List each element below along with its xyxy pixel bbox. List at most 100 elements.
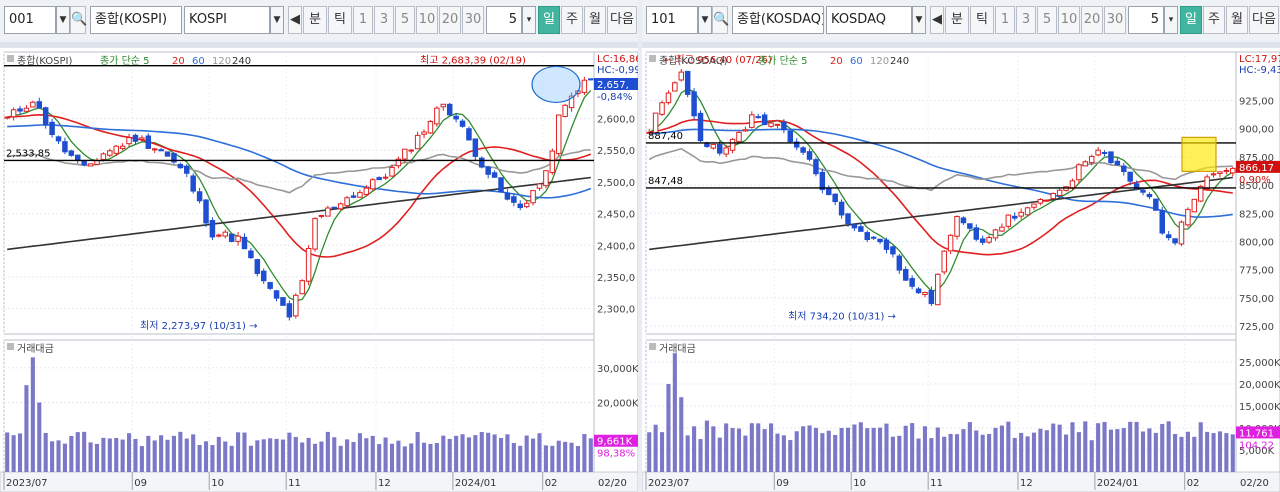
volume-bar bbox=[422, 442, 427, 472]
period-30-button[interactable]: 30 bbox=[1104, 6, 1126, 34]
period-10-button[interactable]: 10 bbox=[1058, 6, 1080, 34]
candle bbox=[1223, 169, 1230, 172]
code-input[interactable]: 001 bbox=[4, 6, 56, 34]
candle bbox=[376, 177, 382, 181]
prev-arrow-icon[interactable]: ◀ bbox=[288, 6, 302, 34]
candle bbox=[164, 151, 171, 157]
candle bbox=[331, 206, 338, 209]
legend-ma-240: 240 bbox=[232, 56, 251, 67]
volume-bar bbox=[1147, 428, 1152, 472]
volume-bar bbox=[268, 438, 273, 472]
volume-bar bbox=[692, 426, 697, 472]
period-1-button[interactable]: 1 bbox=[995, 6, 1015, 34]
index-sub-field[interactable]: KOSPI bbox=[184, 6, 270, 34]
period-count-field[interactable]: 5 bbox=[1128, 6, 1164, 34]
y-tick-label: 725,00 bbox=[1239, 322, 1274, 333]
y-tick-label: 800,00 bbox=[1239, 238, 1274, 249]
chevron-down-icon[interactable]: ▾ bbox=[522, 6, 536, 34]
candle bbox=[357, 192, 363, 198]
volume-bar bbox=[858, 422, 863, 472]
lc-label: LC:16,86 bbox=[597, 54, 638, 65]
x-tick-label: 02/20 bbox=[598, 478, 627, 489]
period-1-button[interactable]: 1 bbox=[353, 6, 373, 34]
volume-bar bbox=[666, 384, 671, 472]
x-tick-label: 10 bbox=[211, 478, 224, 489]
kospi-chart[interactable]: 2,600,0 2,550,0 2,500,0 2,450,0 2,400,0 2,350… bbox=[0, 48, 638, 492]
candle bbox=[1108, 151, 1114, 164]
chevron-down-icon[interactable]: ▼ bbox=[56, 6, 70, 34]
ma-line-120 bbox=[7, 149, 591, 194]
tab-daily[interactable]: 일 bbox=[538, 6, 560, 34]
volume-bar bbox=[942, 436, 947, 472]
volume-bar bbox=[178, 431, 183, 472]
chevron-down-icon[interactable]: ▼ bbox=[698, 6, 712, 34]
volume-bar bbox=[287, 432, 292, 472]
volume-bar bbox=[11, 435, 16, 472]
next-button[interactable]: 다음 bbox=[607, 6, 637, 34]
prev-arrow-icon[interactable]: ◀ bbox=[930, 6, 944, 34]
volume-bar bbox=[1160, 423, 1165, 472]
tab-daily[interactable]: 일 bbox=[1180, 6, 1202, 34]
tick-button[interactable]: 틱 bbox=[328, 6, 352, 34]
x-tick-label: 2023/07 bbox=[6, 478, 48, 489]
next-button[interactable]: 다음 bbox=[1249, 6, 1279, 34]
search-icon[interactable]: 🔍 bbox=[70, 6, 87, 34]
volume-ratio-label: 98,38% bbox=[597, 449, 635, 460]
volume-bar bbox=[878, 427, 883, 472]
candle bbox=[216, 234, 222, 237]
period-30-button[interactable]: 30 bbox=[462, 6, 484, 34]
candle bbox=[203, 199, 209, 224]
chevron-down-icon[interactable]: ▾ bbox=[1164, 6, 1178, 34]
period-3-button[interactable]: 3 bbox=[1016, 6, 1036, 34]
candle bbox=[672, 82, 678, 92]
candle bbox=[1217, 171, 1223, 174]
tab-monthly[interactable]: 월 bbox=[584, 6, 606, 34]
volume-bar bbox=[171, 435, 176, 472]
candle bbox=[1140, 189, 1146, 193]
tab-weekly[interactable]: 주 bbox=[561, 6, 583, 34]
candle bbox=[472, 138, 479, 157]
volume-bar bbox=[730, 428, 735, 472]
candle bbox=[781, 121, 787, 131]
tab-weekly[interactable]: 주 bbox=[1203, 6, 1225, 34]
candle bbox=[864, 232, 870, 241]
candle bbox=[241, 236, 248, 250]
volume-bar bbox=[242, 432, 247, 472]
candle bbox=[453, 115, 459, 120]
minute-button[interactable]: 분 bbox=[945, 6, 969, 34]
period-10-button[interactable]: 10 bbox=[416, 6, 438, 34]
period-count-field[interactable]: 5 bbox=[486, 6, 522, 34]
period-20-button[interactable]: 20 bbox=[1081, 6, 1103, 34]
index-name-field[interactable]: 종합(KOSPI) bbox=[90, 6, 182, 34]
code-input[interactable]: 101 bbox=[646, 6, 698, 34]
candle bbox=[171, 152, 177, 163]
period-20-button[interactable]: 20 bbox=[439, 6, 461, 34]
last-price-tag bbox=[594, 78, 638, 90]
period-5-button[interactable]: 5 bbox=[1037, 6, 1057, 34]
candle bbox=[1191, 198, 1198, 213]
volume-bar bbox=[556, 440, 561, 472]
period-3-button[interactable]: 3 bbox=[374, 6, 394, 34]
legend-ma-60: 60 bbox=[192, 56, 205, 67]
index-sub-field[interactable]: KOSDAQ bbox=[826, 6, 912, 34]
volume-bar bbox=[543, 445, 548, 472]
search-icon[interactable]: 🔍 bbox=[712, 6, 729, 34]
ma-line-5 bbox=[648, 88, 1234, 292]
kosdaq-chart[interactable]: 925,00 900,00 875,00 850,00 825,00 800,00 775,… bbox=[642, 48, 1280, 492]
candle bbox=[36, 101, 43, 109]
index-name-field[interactable]: 종합(KOSDAQ) bbox=[732, 6, 824, 34]
tab-monthly[interactable]: 월 bbox=[1226, 6, 1248, 34]
candle bbox=[960, 217, 967, 224]
period-5-button[interactable]: 5 bbox=[395, 6, 415, 34]
tick-button[interactable]: 틱 bbox=[970, 6, 994, 34]
volume-bar bbox=[518, 445, 523, 472]
candle bbox=[1031, 203, 1037, 208]
candle bbox=[55, 136, 62, 142]
volume-bar bbox=[332, 437, 337, 472]
minute-button[interactable]: 분 bbox=[303, 6, 327, 34]
chevron-down-icon[interactable]: ▼ bbox=[912, 6, 926, 34]
volume-tag-label: 9,661K bbox=[597, 437, 633, 448]
volume-title: 거래대금 bbox=[17, 343, 54, 355]
legend-ma-60: 60 bbox=[850, 56, 863, 67]
chevron-down-icon[interactable]: ▼ bbox=[270, 6, 284, 34]
